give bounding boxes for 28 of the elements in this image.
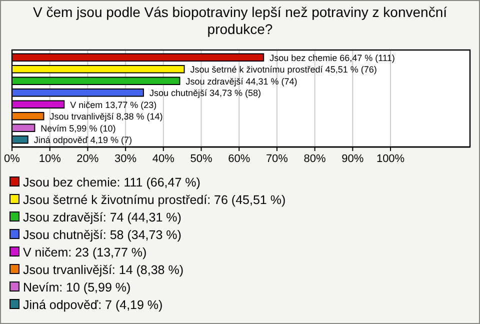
legend-label: Jsou bez chemie: 111 (66,47 %)	[23, 176, 200, 190]
legend-label: Jsou šetrné k životnímu prostředí: 76 (45,51 %)	[23, 193, 286, 207]
data-label: Jsou chutnější 34,73 % (58)	[149, 88, 262, 98]
x-tick-label: 80%	[304, 153, 326, 165]
data-label: Jsou bez chemie 66,47 % (111)	[270, 52, 395, 63]
legend-label: Jsou trvanlivější: 14 (8,38 %)	[23, 263, 184, 277]
data-label: Nevím 5,99 % (10)	[40, 123, 116, 134]
legend-label: Jsou chutnější: 58 (34,73 %)	[23, 228, 182, 242]
legend-label: Nevím: 10 (5,99 %)	[23, 280, 131, 294]
x-tick-label: 30%	[114, 153, 137, 165]
x-tick-label: 90%	[342, 153, 364, 165]
x-tick-label: 40%	[152, 153, 175, 165]
data-label: V ničem 13,77 % (23)	[70, 100, 157, 110]
x-tick-label: 50%	[190, 153, 212, 165]
legend-label: V ničem: 23 (13,77 %)	[23, 246, 147, 260]
data-label: Jiná odpověď 4,19 % (7)	[34, 135, 132, 146]
x-tick-label: 60%	[228, 153, 250, 165]
chart-title: V čem jsou podle Vás biopotraviny lepší než potraviny z konvenční produkce?	[32, 4, 448, 37]
x-tick-label: 0%	[4, 153, 20, 165]
data-label: Jsou zdravější 44,31 % (74)	[186, 76, 298, 86]
legend-label: Jsou zdravější: 74 (44,31 %)	[23, 210, 182, 224]
x-tick-label: 100%	[376, 153, 405, 165]
data-label: Jsou trvanlivější 8,38 % (14)	[50, 112, 163, 122]
x-tick-label: 70%	[266, 153, 288, 165]
data-label: Jsou šetrné k životnímu prostředí 45,51 % (76)	[190, 64, 377, 75]
legend-label: Jiná odpověď: 7 (4,19 %)	[23, 298, 163, 312]
x-tick-label: 10%	[38, 153, 62, 165]
x-tick-label: 20%	[76, 153, 99, 165]
